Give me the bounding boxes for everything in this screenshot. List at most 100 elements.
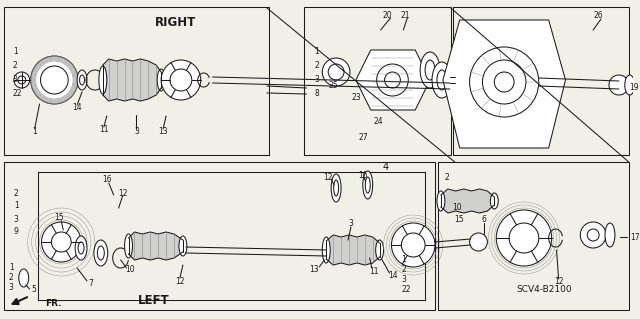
Text: 7: 7 xyxy=(88,278,93,287)
Ellipse shape xyxy=(432,62,452,98)
Circle shape xyxy=(509,223,539,253)
Text: 1: 1 xyxy=(401,256,406,264)
Text: FR.: FR. xyxy=(45,299,62,308)
Text: 10: 10 xyxy=(125,265,135,275)
Circle shape xyxy=(609,75,628,95)
Text: 2: 2 xyxy=(14,189,19,197)
Text: 9: 9 xyxy=(14,227,19,236)
Ellipse shape xyxy=(437,70,447,90)
Text: 27: 27 xyxy=(359,132,369,142)
Ellipse shape xyxy=(79,75,84,85)
Text: 8: 8 xyxy=(314,90,319,99)
Ellipse shape xyxy=(94,240,108,266)
Circle shape xyxy=(14,72,29,88)
Bar xyxy=(4,7,269,155)
Text: 25: 25 xyxy=(328,80,338,90)
Text: 3: 3 xyxy=(401,276,406,285)
Ellipse shape xyxy=(157,69,165,91)
Ellipse shape xyxy=(99,66,107,94)
Circle shape xyxy=(40,66,68,94)
Ellipse shape xyxy=(425,60,435,80)
Text: 3: 3 xyxy=(349,219,353,228)
Circle shape xyxy=(588,229,599,241)
Polygon shape xyxy=(356,50,430,110)
Circle shape xyxy=(470,47,539,117)
Circle shape xyxy=(494,72,514,92)
Text: 13: 13 xyxy=(158,128,168,137)
Circle shape xyxy=(377,64,408,96)
Text: 6: 6 xyxy=(482,216,487,225)
Text: SCV4-B2100: SCV4-B2100 xyxy=(516,286,572,294)
Text: 24: 24 xyxy=(374,117,383,127)
Text: 4: 4 xyxy=(383,162,388,172)
Text: 2: 2 xyxy=(13,62,18,70)
Text: 1: 1 xyxy=(13,48,18,56)
Circle shape xyxy=(483,60,526,104)
Text: 19: 19 xyxy=(628,83,638,92)
Text: 16: 16 xyxy=(102,175,111,184)
Circle shape xyxy=(323,58,350,86)
Text: 3: 3 xyxy=(9,283,14,292)
Ellipse shape xyxy=(125,234,132,258)
Text: 5: 5 xyxy=(31,286,36,294)
Text: LEFT: LEFT xyxy=(138,293,169,307)
Text: 22: 22 xyxy=(13,90,22,99)
Text: 14: 14 xyxy=(388,271,398,280)
Text: 10: 10 xyxy=(452,203,461,211)
Ellipse shape xyxy=(625,75,635,95)
Circle shape xyxy=(18,76,26,84)
Ellipse shape xyxy=(605,223,615,247)
Text: 3: 3 xyxy=(134,128,139,137)
Ellipse shape xyxy=(363,171,372,199)
Ellipse shape xyxy=(490,193,499,209)
Circle shape xyxy=(385,72,401,88)
Text: 1: 1 xyxy=(32,128,37,137)
Text: 13: 13 xyxy=(310,265,319,275)
Ellipse shape xyxy=(323,237,330,263)
Ellipse shape xyxy=(179,236,187,256)
Ellipse shape xyxy=(77,70,87,90)
Circle shape xyxy=(161,60,201,100)
Text: 3: 3 xyxy=(314,76,319,85)
Circle shape xyxy=(580,222,606,248)
Text: 12: 12 xyxy=(118,189,127,197)
Text: 2: 2 xyxy=(9,272,13,281)
Text: 14: 14 xyxy=(72,103,82,113)
Bar xyxy=(438,162,628,310)
Text: 23: 23 xyxy=(351,93,361,101)
Ellipse shape xyxy=(75,236,87,260)
Text: 26: 26 xyxy=(593,11,603,20)
Text: 3: 3 xyxy=(14,214,19,224)
Text: 20: 20 xyxy=(383,11,392,19)
Circle shape xyxy=(31,56,78,104)
Text: 11: 11 xyxy=(369,266,378,276)
Ellipse shape xyxy=(420,52,440,88)
Ellipse shape xyxy=(97,246,104,260)
Text: 12: 12 xyxy=(554,278,563,286)
Text: 15: 15 xyxy=(454,216,463,225)
Text: 2: 2 xyxy=(314,62,319,70)
Circle shape xyxy=(496,210,552,266)
Ellipse shape xyxy=(78,242,84,254)
Circle shape xyxy=(401,233,425,257)
Circle shape xyxy=(328,64,344,80)
Text: 1: 1 xyxy=(14,202,19,211)
Text: 12: 12 xyxy=(175,277,185,286)
Text: 1: 1 xyxy=(9,263,13,271)
Text: 11: 11 xyxy=(99,125,109,135)
Circle shape xyxy=(392,223,435,267)
Bar xyxy=(452,7,628,155)
Bar xyxy=(38,172,425,300)
Bar xyxy=(4,162,435,310)
Circle shape xyxy=(42,222,81,262)
Ellipse shape xyxy=(376,240,383,260)
Text: 2: 2 xyxy=(401,265,406,275)
Circle shape xyxy=(51,232,71,252)
Text: RIGHT: RIGHT xyxy=(156,16,196,28)
Bar xyxy=(305,7,451,155)
Text: 17: 17 xyxy=(630,233,639,241)
Text: 22: 22 xyxy=(401,286,411,294)
Circle shape xyxy=(170,69,192,91)
Text: 15: 15 xyxy=(54,213,64,222)
Ellipse shape xyxy=(19,269,29,287)
